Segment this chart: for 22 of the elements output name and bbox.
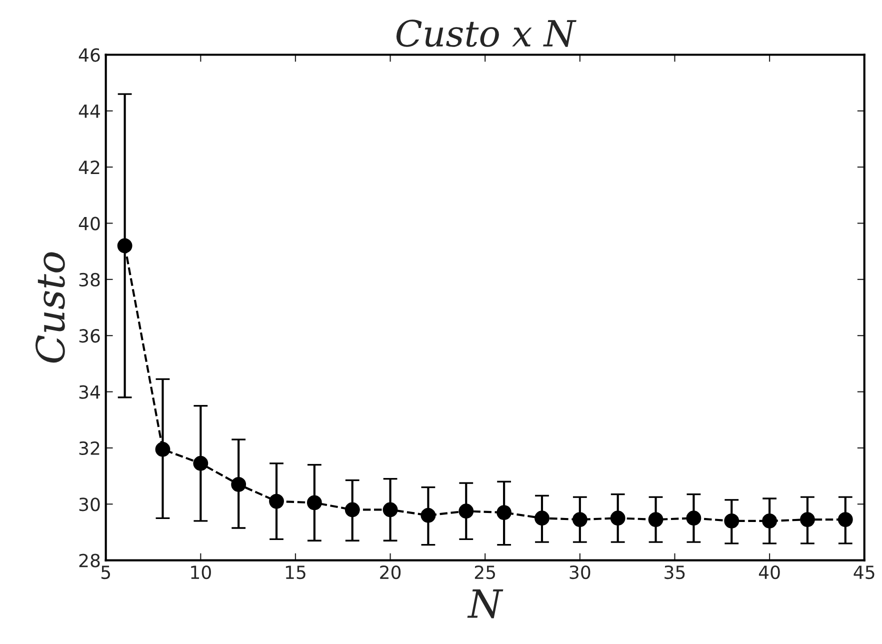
y-tick-label: 28	[79, 554, 100, 568]
y-tick-label: 40	[78, 216, 100, 230]
x-tick-label: 5	[101, 566, 110, 580]
x-tick-label: 15	[286, 566, 306, 580]
x-tick-label: 30	[570, 565, 590, 580]
y-tick-label: 34	[79, 385, 100, 399]
x-tick-label: 35	[664, 565, 685, 580]
y-tick-label: 42	[78, 160, 100, 174]
x-tick-label: 20	[380, 565, 401, 580]
x-tick-label: 45	[854, 566, 874, 580]
y-tick-label: 30	[79, 498, 100, 512]
x-axis-title: N	[467, 589, 504, 618]
y-tick-label: 38	[79, 272, 100, 287]
y-axis-title: Custo	[35, 252, 65, 363]
y-tick-label: 32	[79, 441, 100, 456]
x-tick-label: 40	[758, 565, 780, 580]
x-tick-label: 25	[474, 565, 496, 580]
y-tick-label: 46	[78, 48, 100, 62]
y-tick-label: 36	[79, 329, 100, 343]
x-tick-label: 10	[191, 565, 211, 580]
y-tick-label: 44	[78, 104, 100, 118]
chart-title: Custo x N	[396, 20, 576, 47]
